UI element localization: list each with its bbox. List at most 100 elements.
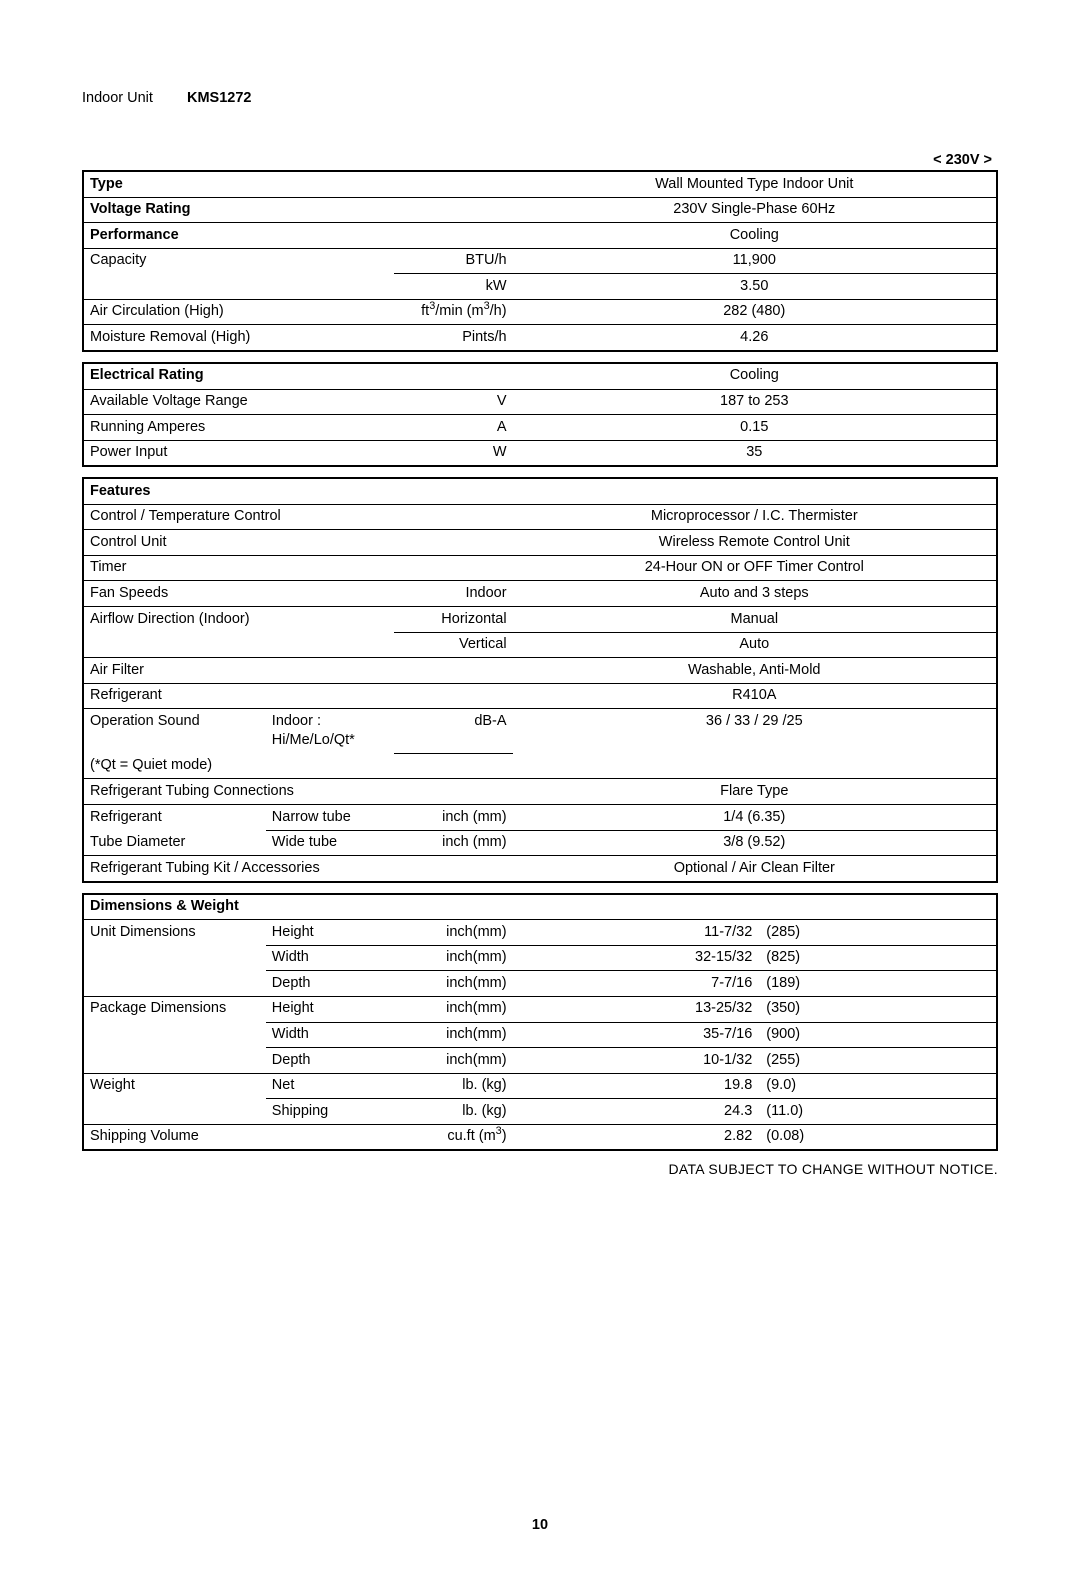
- table-cell: Performance: [83, 223, 266, 249]
- table-cell: Air Filter: [83, 658, 513, 684]
- table-cell: Height: [266, 996, 394, 1022]
- table-cell: inch(mm): [394, 945, 513, 971]
- table-cell: inch(mm): [394, 1048, 513, 1074]
- table-cell: R410A: [513, 683, 997, 709]
- table-cell: 35-7/16(900): [513, 1022, 997, 1048]
- table-cell: Width: [266, 945, 394, 971]
- table-cell: inch(mm): [394, 996, 513, 1022]
- table-cell: Unit Dimensions: [83, 920, 266, 946]
- table-cell: Cooling: [513, 363, 997, 389]
- table-cell: 36 / 33 / 29 /25: [513, 709, 997, 754]
- table-cell: Package Dimensions: [83, 996, 266, 1022]
- spec-table-general: Type Wall Mounted Type Indoor Unit Voltage…: [82, 170, 998, 352]
- page-number: 10: [82, 1517, 998, 1533]
- table-cell: Control / Temperature Control: [83, 504, 513, 530]
- table-cell: lb. (kg): [394, 1099, 513, 1125]
- spec-table-features: FeaturesControl / Temperature ControlMic…: [82, 477, 998, 883]
- table-cell: Tube Diameter: [83, 830, 266, 856]
- table-cell: Shipping Volume: [83, 1124, 394, 1150]
- table-cell: Width: [266, 1022, 394, 1048]
- table-cell: 0.15: [513, 415, 997, 441]
- table-cell: 1/4 (6.35): [513, 805, 997, 831]
- page-title: Indoor Unit KMS1272: [82, 90, 998, 106]
- table-cell: Running Amperes: [83, 415, 394, 441]
- table-cell: Type: [83, 171, 266, 197]
- table-cell: ft3/min (m3/h): [394, 299, 513, 325]
- table-cell: A: [394, 415, 513, 441]
- table-cell: 13-25/32(350): [513, 996, 997, 1022]
- footer-note: DATA SUBJECT TO CHANGE WITHOUT NOTICE.: [82, 1161, 998, 1177]
- model-number: KMS1272: [187, 90, 251, 106]
- table-cell: Wide tube: [266, 830, 394, 856]
- table-cell: Horizontal: [394, 607, 513, 633]
- table-cell: Wall Mounted Type Indoor Unit: [513, 171, 997, 197]
- table-cell: Microprocessor / I.C. Thermister: [513, 504, 997, 530]
- table-cell: inch(mm): [394, 920, 513, 946]
- spec-table-electrical: Electrical Rating Cooling Available Voltag…: [82, 362, 998, 467]
- table-cell: Shipping: [266, 1099, 394, 1125]
- table-cell: Dimensions & Weight: [83, 894, 266, 920]
- table-cell: 32-15/32(825): [513, 945, 997, 971]
- table-cell: Narrow tube: [266, 805, 394, 831]
- table-cell: Optional / Air Clean Filter: [513, 856, 997, 882]
- unit-label: Indoor Unit: [82, 90, 153, 106]
- table-cell: inch(mm): [394, 1022, 513, 1048]
- table-cell: Flare Type: [513, 779, 997, 805]
- table-cell: Features: [83, 478, 266, 504]
- table-cell: 230V Single-Phase 60Hz: [513, 197, 997, 223]
- table-cell: kW: [394, 274, 513, 300]
- table-cell: Operation Sound: [83, 709, 266, 754]
- table-cell: Indoor: [394, 581, 513, 607]
- table-cell: Pints/h: [394, 325, 513, 351]
- table-cell: [513, 753, 997, 779]
- table-cell: inch (mm): [394, 805, 513, 831]
- table-cell: 24-Hour ON or OFF Timer Control: [513, 555, 997, 581]
- table-cell: 35: [513, 440, 997, 466]
- table-cell: Vertical: [394, 632, 513, 658]
- table-cell: [83, 1048, 266, 1074]
- voltage-tag: < 230V >: [82, 152, 998, 168]
- table-cell: Height: [266, 920, 394, 946]
- table-cell: Air Circulation (High): [83, 299, 394, 325]
- table-cell: (*Qt = Quiet mode): [83, 753, 513, 779]
- table-cell: 11-7/32(285): [513, 920, 997, 946]
- table-cell: 11,900: [513, 248, 997, 274]
- table-cell: Moisture Removal (High): [83, 325, 394, 351]
- table-cell: Airflow Direction (Indoor): [83, 607, 394, 633]
- table-cell: [83, 945, 266, 971]
- table-cell: Capacity: [83, 248, 394, 274]
- table-cell: [83, 1099, 266, 1125]
- table-cell: inch (mm): [394, 830, 513, 856]
- table-cell: lb. (kg): [394, 1073, 513, 1099]
- table-cell: Control Unit: [83, 530, 513, 556]
- table-cell: Refrigerant: [83, 683, 513, 709]
- table-cell: [83, 1022, 266, 1048]
- table-cell: [83, 971, 266, 997]
- table-cell: Depth: [266, 1048, 394, 1074]
- table-cell: 187 to 253: [513, 389, 997, 415]
- table-cell: Manual: [513, 607, 997, 633]
- table-cell: Available Voltage Range: [83, 389, 394, 415]
- table-cell: V: [394, 389, 513, 415]
- table-cell: 7-7/16(189): [513, 971, 997, 997]
- table-cell: Auto: [513, 632, 997, 658]
- table-cell: 2.82(0.08): [513, 1124, 997, 1150]
- table-cell: 4.26: [513, 325, 997, 351]
- table-cell: Cooling: [513, 223, 997, 249]
- table-cell: Net: [266, 1073, 394, 1099]
- table-cell: Wireless Remote Control Unit: [513, 530, 997, 556]
- table-cell: Fan Speeds: [83, 581, 394, 607]
- table-cell: W: [394, 440, 513, 466]
- table-cell: Electrical Rating: [83, 363, 266, 389]
- table-cell: Washable, Anti-Mold: [513, 658, 997, 684]
- table-cell: Auto and 3 steps: [513, 581, 997, 607]
- table-cell: Voltage Rating: [83, 197, 266, 223]
- table-cell: Power Input: [83, 440, 394, 466]
- table-cell: Weight: [83, 1073, 266, 1099]
- table-cell: Refrigerant Tubing Kit / Accessories: [83, 856, 513, 882]
- table-cell: 10-1/32(255): [513, 1048, 997, 1074]
- table-cell: inch(mm): [394, 971, 513, 997]
- table-cell: dB-A: [394, 709, 513, 754]
- table-cell: 19.8(9.0): [513, 1073, 997, 1099]
- table-cell: Indoor : Hi/Me/Lo/Qt*: [266, 709, 394, 754]
